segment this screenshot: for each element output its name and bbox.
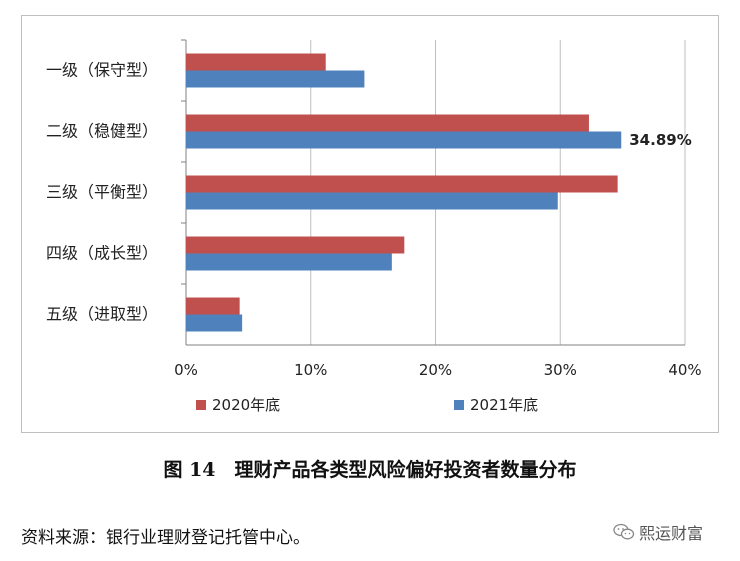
data-label: 34.89% [629,131,691,149]
bar [186,131,622,149]
bar [186,236,405,254]
legend-swatch [196,400,206,410]
bar [186,192,558,210]
watermark: 熙运财富 [613,520,703,544]
x-tick-label: 0% [174,361,198,379]
y-category-label: 三级（平衡型） [46,183,158,202]
bar [186,253,392,271]
bar [186,53,326,71]
bar [186,297,240,315]
y-category-label: 一级（保守型） [46,61,158,80]
bar [186,175,618,193]
source-note: 资料来源：银行业理财登记托管中心。 [21,528,310,548]
chart-frame [21,15,719,433]
bar [186,114,589,132]
bar [186,314,243,332]
figure-caption: 图 14 理财产品各类型风险偏好投资者数量分布 [163,459,577,481]
x-tick-label: 10% [294,361,327,379]
legend-label: 2020年底 [212,396,280,414]
x-tick-label: 20% [419,361,452,379]
y-category-label: 五级（进取型） [46,305,158,324]
bar [186,70,365,88]
legend-label: 2021年底 [470,396,538,414]
legend-swatch [454,400,464,410]
watermark-text: 熙运财富 [639,524,704,543]
y-category-label: 四级（成长型） [46,244,158,263]
y-category-label: 二级（稳健型） [46,122,158,141]
x-tick-label: 30% [544,361,577,379]
x-tick-label: 40% [668,361,701,379]
wechat-icon [613,523,635,540]
